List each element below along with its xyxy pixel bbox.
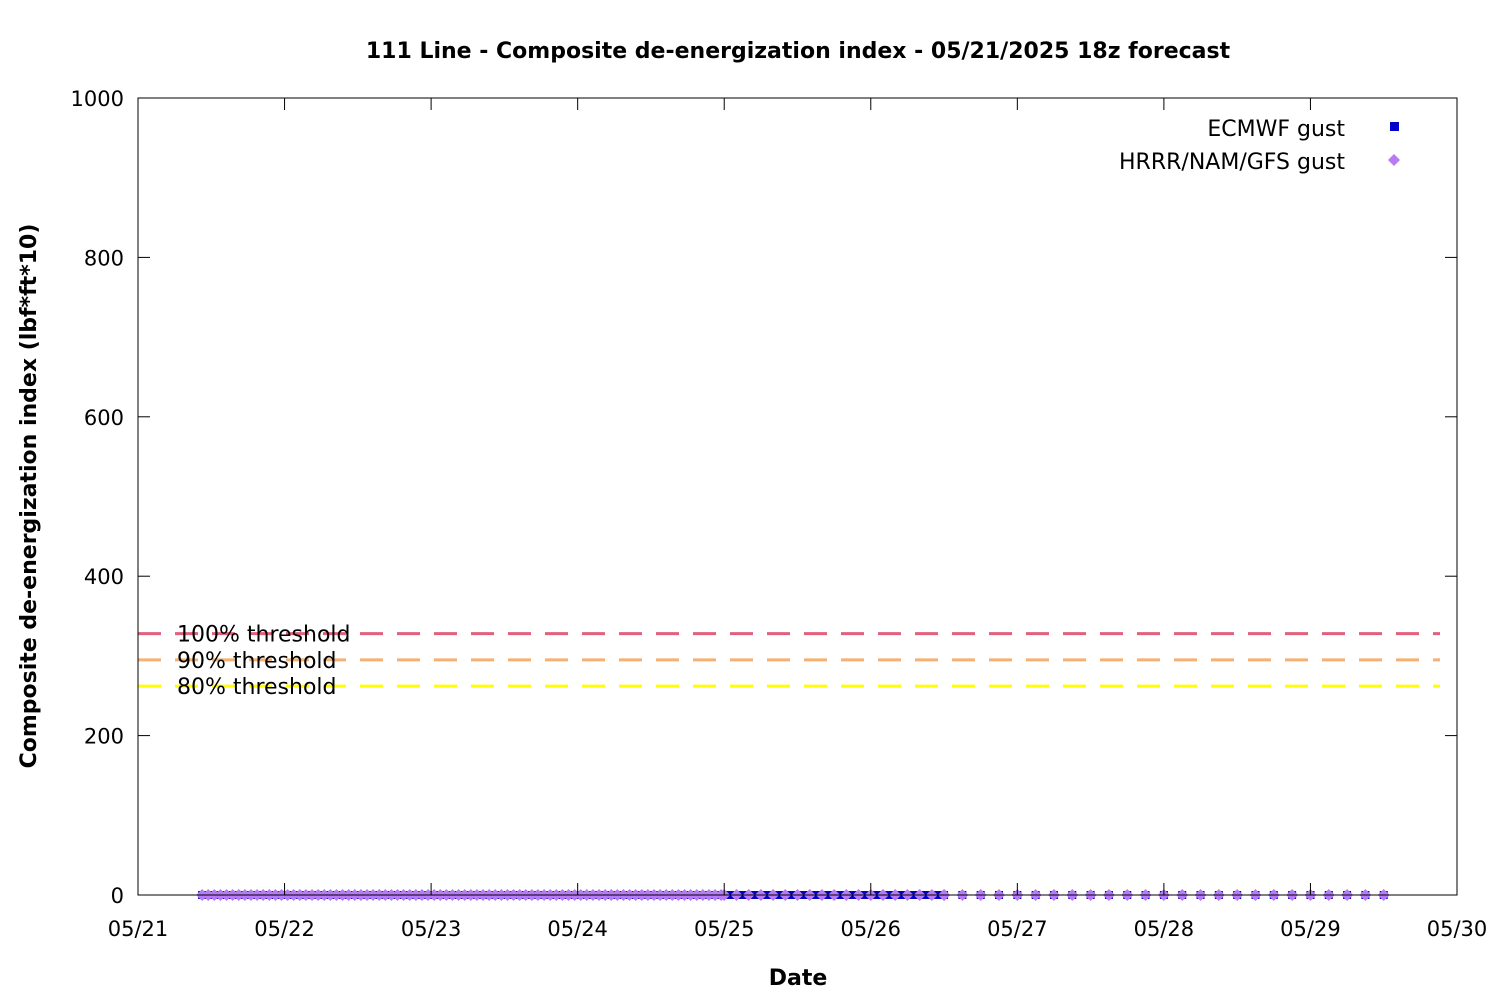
y-tick-label: 400 <box>84 565 124 589</box>
y-tick-label: 1000 <box>71 87 124 111</box>
legend: ECMWF gust HRRR/NAM/GFS gust <box>1119 117 1400 175</box>
x-tick-label: 05/25 <box>694 917 755 941</box>
threshold-label: 100% threshold <box>177 623 351 648</box>
x-tick-label: 05/23 <box>401 917 462 941</box>
y-tick-label: 200 <box>84 725 124 749</box>
y-tick-label: 800 <box>84 246 124 270</box>
axes-layer: 05/21 05/22 05/23 05/24 05/25 05/26 05/27 05/28… <box>71 87 1488 941</box>
chart-title: 111 Line - Composite de-energization ind… <box>366 39 1231 64</box>
legend-marker-hrrr <box>1388 154 1400 166</box>
threshold-label: 80% threshold <box>177 675 337 700</box>
x-tick-label: 05/22 <box>254 917 315 941</box>
plot-frame <box>137 97 1458 896</box>
x-tick-label: 05/30 <box>1427 917 1488 941</box>
x-tick-label: 05/28 <box>1134 917 1195 941</box>
legend-marker-ecmwf <box>1390 122 1399 131</box>
x-tick-label: 05/27 <box>987 917 1048 941</box>
legend-label-ecmwf: ECMWF gust <box>1207 117 1345 142</box>
x-tick-label: 05/29 <box>1280 917 1341 941</box>
x-tick-label: 05/21 <box>108 917 169 941</box>
x-tick-label: 05/26 <box>841 917 902 941</box>
y-axis-label: Composite de-energization index (lbf*ft*… <box>17 224 42 769</box>
x-axis-label: Date <box>769 966 828 991</box>
y-tick-label: 600 <box>84 406 124 430</box>
x-tick-label: 05/24 <box>547 917 608 941</box>
threshold-label: 90% threshold <box>177 649 337 674</box>
y-tick-label: 0 <box>111 884 124 908</box>
legend-label-hrrr: HRRR/NAM/GFS gust <box>1119 150 1345 175</box>
